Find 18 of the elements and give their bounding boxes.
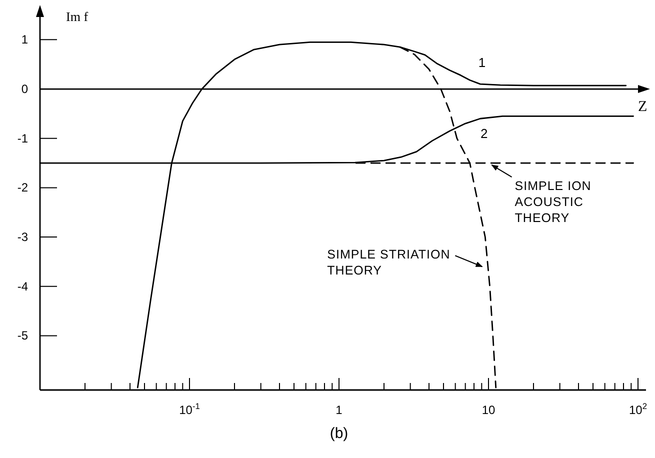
y-tick-label: -4 bbox=[17, 279, 28, 294]
annotation: SIMPLE STRIATION THEORY bbox=[327, 248, 450, 278]
y-tick-label: 0 bbox=[21, 82, 28, 96]
y-tick-label: -3 bbox=[17, 230, 28, 244]
x-axis-title: Z bbox=[638, 99, 648, 116]
y-tick-label: 1 bbox=[21, 32, 28, 47]
y-axis-title: Im f bbox=[66, 9, 89, 24]
y-tick-label: -1 bbox=[17, 131, 28, 146]
series-label: 2 bbox=[480, 126, 488, 142]
text: (b) bbox=[330, 425, 348, 442]
annotation: SIMPLE ION ACOUSTIC THEORY bbox=[514, 179, 592, 226]
x-tick-label: 10$^{-1}$ bbox=[179, 401, 200, 417]
x-tick-label: 10 bbox=[482, 403, 496, 417]
x-tick-label: 10$^{2}$ bbox=[628, 401, 648, 417]
series-label: 1 bbox=[478, 55, 486, 70]
x-tick-label: 1 bbox=[336, 403, 343, 417]
y-tick-label: -2 bbox=[17, 180, 28, 195]
y-tick-label: -5 bbox=[17, 328, 28, 343]
